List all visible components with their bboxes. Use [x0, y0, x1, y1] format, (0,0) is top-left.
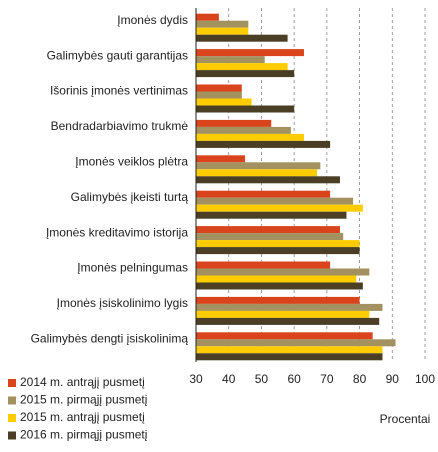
bar [196, 275, 357, 283]
bar [196, 119, 272, 127]
x-tick-label: 100 [415, 372, 435, 386]
y-tick-label: Įmonės kreditavimo istorija [46, 225, 188, 239]
bar [196, 34, 288, 42]
bar [196, 63, 288, 71]
bar [196, 190, 331, 198]
bar [196, 176, 340, 184]
y-tick-label: Galimybės dengti įsiskolinimą [31, 331, 189, 345]
bar [196, 84, 242, 92]
y-tick-label: Galimybės gauti garantijas [47, 48, 188, 62]
bar [196, 339, 396, 347]
y-tick-label: Įmonės pelningumas [77, 261, 188, 275]
y-tick-label: Įmonės įsiskolinimo lygis [57, 296, 188, 310]
bar [196, 211, 347, 219]
y-tick-label: Bendradarbiavimo trukmė [51, 119, 189, 133]
bar [196, 49, 304, 57]
bar [196, 197, 354, 205]
y-tick-label: Išorinis įmonės vertinimas [50, 84, 188, 98]
bar [196, 169, 318, 177]
bar [196, 261, 331, 269]
bar [196, 332, 373, 340]
bar [196, 310, 370, 318]
x-tick-label: 50 [255, 372, 269, 386]
bar [196, 105, 295, 113]
x-tick-label: 70 [320, 372, 334, 386]
bar [196, 296, 360, 304]
y-tick-label: Įmonės veiklos plėtra [75, 154, 188, 168]
x-tick-label: 30 [189, 372, 203, 386]
bar [196, 13, 219, 21]
bar [196, 27, 249, 35]
legend-swatch [8, 379, 16, 387]
x-tick-label: 60 [287, 372, 301, 386]
bar [196, 204, 363, 212]
legend-label: 2016 m. pirmąjį pusmetį [20, 428, 148, 442]
legend-label: 2015 m. antrąjį pusmetį [20, 410, 145, 424]
bar [196, 346, 383, 354]
x-tick-label: 80 [353, 372, 367, 386]
bar [196, 20, 249, 28]
legend-swatch [8, 431, 16, 440]
legend-label: 2014 m. antrąjį pusmetį [20, 375, 145, 389]
bar [196, 268, 370, 276]
bar [196, 140, 331, 148]
legend-swatch [8, 396, 16, 405]
x-axis-label: Procentai [380, 412, 431, 426]
bar [196, 98, 252, 106]
bar [196, 56, 265, 64]
bar [196, 353, 383, 361]
legend-swatch [8, 414, 16, 422]
bar [196, 70, 295, 78]
legend-label: 2015 m. pirmąjį pusmetį [20, 393, 148, 407]
x-tick-label: 40 [222, 372, 236, 386]
bar [196, 226, 340, 234]
bar [196, 126, 291, 134]
bar [196, 155, 246, 163]
bar [196, 282, 363, 290]
bar [196, 303, 383, 311]
x-tick-label: 90 [386, 372, 400, 386]
bar [196, 162, 321, 170]
y-tick-label: Galimybės įkeisti turtą [71, 190, 189, 204]
bar [196, 317, 380, 325]
bar [196, 247, 360, 255]
y-tick-label: Įmonės dydis [117, 13, 188, 27]
bar [196, 233, 344, 241]
bar [196, 240, 360, 248]
bar [196, 91, 242, 99]
bar [196, 133, 304, 141]
